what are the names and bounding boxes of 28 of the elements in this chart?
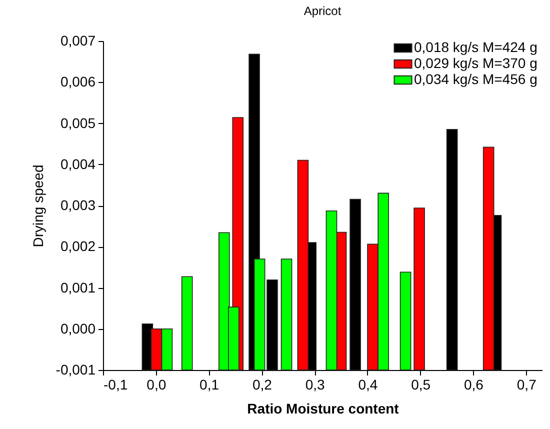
legend-label: 0,018 kg/s M=424 g bbox=[414, 39, 538, 55]
x-tick-label: 0,7 bbox=[516, 376, 537, 392]
y-tick-label: 0,004 bbox=[60, 156, 96, 172]
x-tick-label: -0,1 bbox=[104, 376, 128, 392]
y-tick-label: 0,006 bbox=[60, 74, 96, 90]
x-axis-title: Ratio Moisture content bbox=[247, 400, 400, 416]
x-tick-label: 0,6 bbox=[464, 376, 484, 392]
x-tick-label: 0,2 bbox=[252, 376, 272, 392]
y-axis-title: Drying speed bbox=[30, 164, 46, 248]
bar bbox=[280, 258, 292, 370]
y-tick-label: 0,002 bbox=[60, 238, 96, 254]
x-tick-label: 0,1 bbox=[200, 376, 220, 392]
bar bbox=[181, 276, 193, 370]
y-tick-label: 0,005 bbox=[60, 114, 96, 131]
bar bbox=[414, 208, 425, 370]
y-tick-label: 0,003 bbox=[60, 197, 96, 213]
y-tick-label: 0,001 bbox=[60, 279, 96, 296]
bar bbox=[400, 272, 412, 370]
x-tick-label: 0,3 bbox=[305, 376, 326, 392]
x-tick-label: 0,0 bbox=[146, 376, 166, 392]
y-tick-label: -0,001 bbox=[56, 362, 96, 378]
y-tick-label: 0,000 bbox=[60, 320, 96, 336]
chart-title: Apricot bbox=[304, 4, 342, 18]
legend-label: 0,029 kg/s M=370 g bbox=[414, 55, 538, 71]
y-tick-label: 0,007 bbox=[60, 32, 96, 48]
x-tick-label: 0,5 bbox=[411, 376, 431, 392]
x-tick-label: 0,4 bbox=[358, 376, 378, 392]
legend-label: 0,034 kg/s M=456 g bbox=[414, 71, 538, 87]
